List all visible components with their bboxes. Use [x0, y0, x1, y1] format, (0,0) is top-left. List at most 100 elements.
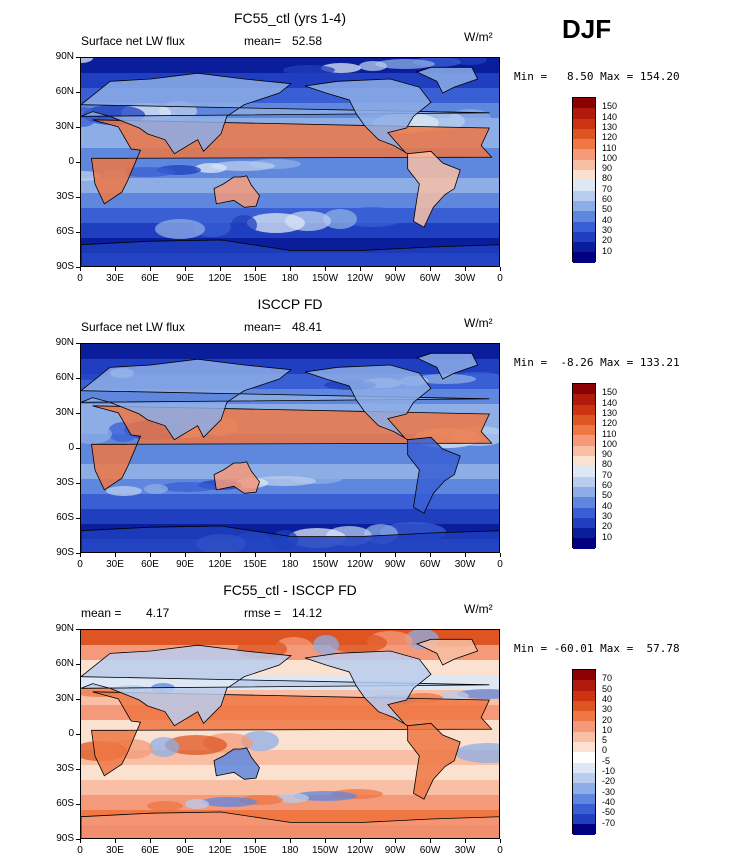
units-label: W/m² — [464, 602, 493, 616]
lon-tick-label: 150W — [311, 845, 339, 856]
colorbar-label: 80 — [602, 459, 613, 470]
coastline-greenland — [415, 638, 479, 666]
colorbar-swatch — [573, 456, 595, 467]
field-blob — [252, 476, 316, 486]
colorbar — [572, 669, 596, 835]
colorbar-swatch — [573, 528, 595, 539]
colorbar-label: 100 — [602, 152, 618, 163]
colorbar-swatch — [573, 435, 595, 446]
field-blob — [149, 737, 179, 757]
colorbar-swatch — [573, 128, 595, 140]
lon-tick-mark — [185, 267, 186, 271]
lat-tick-mark — [76, 92, 80, 93]
field-band — [81, 344, 499, 360]
coastline-europe-asia — [81, 358, 490, 441]
colorbar-label: 10 — [602, 245, 613, 256]
colorbar-swatch — [573, 159, 595, 171]
colorbar-swatch — [573, 742, 595, 753]
lat-tick-label: 60N — [55, 658, 74, 669]
lat-tick-mark — [76, 343, 80, 344]
colorbar-swatch — [573, 190, 595, 201]
colorbar-label: 70 — [602, 673, 613, 684]
colorbar-label: 40 — [602, 693, 613, 704]
colorbar-label: 150 — [602, 101, 618, 112]
lon-tick-label: 30E — [106, 845, 124, 856]
field-blob — [155, 219, 205, 239]
coastline-north-america — [304, 650, 432, 727]
units-label: W/m² — [464, 316, 493, 330]
lat-tick-mark — [76, 518, 80, 519]
colorbar-label: -40 — [602, 796, 616, 807]
lon-tick-mark — [80, 839, 81, 843]
lon-tick-label: 120W — [346, 273, 374, 284]
lat-tick-label: 60S — [56, 512, 74, 523]
lon-tick-label: 180 — [281, 273, 299, 284]
colorbar-label: 110 — [602, 142, 617, 153]
colorbar-label: -50 — [602, 807, 616, 818]
coastline-greenland — [415, 352, 479, 380]
coastline-europe-asia — [81, 644, 490, 727]
season-label: DJF — [562, 14, 612, 44]
lon-tick-mark — [395, 553, 396, 557]
field-blob — [195, 163, 227, 173]
lat-tick-label: 30S — [56, 477, 74, 488]
lon-tick-label: 120E — [208, 559, 232, 570]
coastline-north-america — [304, 364, 432, 441]
panel-stat-value: 48.41 — [292, 320, 323, 334]
colorbar-label: 110 — [602, 428, 617, 439]
colorbar-label: 130 — [602, 407, 618, 418]
field-blob — [106, 486, 142, 496]
coastline-antarctica — [81, 525, 499, 552]
lat-tick-mark — [76, 769, 80, 770]
lon-tick-label: 60E — [141, 845, 159, 856]
lon-tick-mark — [430, 839, 431, 843]
colorbar-swatch — [573, 180, 595, 191]
min-max-label: Min = 8.50 Max = 154.20 — [514, 70, 680, 83]
lon-tick-mark — [220, 839, 221, 843]
lon-tick-mark — [290, 267, 291, 271]
colorbar-label: 30 — [602, 510, 613, 521]
coastline-europe-asia — [81, 72, 490, 155]
colorbar-swatch — [573, 680, 595, 691]
lon-tick-label: 90W — [384, 273, 406, 284]
lon-tick-mark — [465, 839, 466, 843]
lon-tick-mark — [255, 267, 256, 271]
lat-tick-label: 0 — [68, 728, 74, 739]
colorbar-swatch — [573, 803, 595, 815]
lat-tick-mark — [76, 629, 80, 630]
colorbar-swatch — [573, 404, 595, 415]
lon-tick-mark — [500, 553, 501, 557]
field-blob — [81, 424, 112, 444]
lat-tick-mark — [76, 804, 80, 805]
colorbar-label: 120 — [602, 418, 618, 429]
field-blob — [211, 161, 275, 171]
field-band — [81, 795, 499, 811]
field-blob — [329, 633, 387, 653]
lat-tick-label: 90N — [55, 337, 74, 348]
lon-tick-mark — [80, 553, 81, 557]
colorbar-swatch — [573, 721, 595, 732]
colorbar-label: 40 — [602, 500, 613, 511]
lon-tick-label: 30E — [106, 559, 124, 570]
coastline-south-america — [407, 150, 461, 228]
lon-tick-mark — [115, 553, 116, 557]
field-blob — [313, 635, 339, 655]
colorbar-label: 140 — [602, 397, 618, 408]
lat-tick-label: 90S — [56, 547, 74, 558]
lat-tick-mark — [76, 127, 80, 128]
lat-tick-mark — [76, 699, 80, 700]
colorbar-swatch — [573, 700, 595, 712]
map-field — [81, 344, 499, 552]
lon-tick-label: 150E — [243, 273, 267, 284]
lon-tick-label: 120E — [208, 273, 232, 284]
lon-tick-label: 0 — [77, 273, 83, 284]
lon-tick-label: 30E — [106, 273, 124, 284]
colorbar-swatch — [573, 670, 595, 681]
field-blob — [283, 65, 335, 75]
colorbar — [572, 383, 596, 549]
colorbar-label: 0 — [602, 745, 608, 756]
lon-tick-mark — [185, 839, 186, 843]
colorbar-swatch — [573, 497, 595, 508]
field-blob — [247, 213, 305, 233]
coastline-australia — [213, 175, 260, 208]
